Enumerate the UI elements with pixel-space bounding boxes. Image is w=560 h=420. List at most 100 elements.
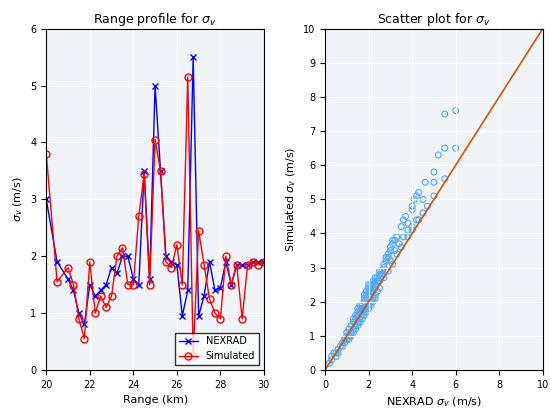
Simulated bbox=[206, 297, 213, 302]
Point bbox=[360, 312, 368, 319]
Point bbox=[364, 285, 373, 291]
Point bbox=[379, 261, 388, 268]
Point bbox=[368, 298, 377, 305]
NEXRAD bbox=[168, 260, 175, 265]
Point bbox=[351, 322, 360, 329]
NEXRAD bbox=[260, 260, 267, 265]
Simulated bbox=[81, 336, 88, 341]
NEXRAD bbox=[217, 285, 224, 290]
Point bbox=[388, 237, 397, 244]
Y-axis label: $\sigma_v$ (m/s): $\sigma_v$ (m/s) bbox=[11, 176, 25, 222]
Point bbox=[371, 295, 380, 302]
Point bbox=[423, 203, 432, 210]
Point bbox=[358, 305, 367, 312]
Y-axis label: Simulated $\sigma_v$ (m/s): Simulated $\sigma_v$ (m/s) bbox=[284, 147, 297, 252]
Simulated bbox=[64, 265, 71, 270]
Point bbox=[440, 145, 449, 152]
Simulated bbox=[136, 214, 142, 219]
Point bbox=[329, 349, 338, 356]
NEXRAD bbox=[54, 260, 60, 265]
Point bbox=[381, 257, 390, 264]
Point bbox=[338, 339, 347, 346]
Title: Range profile for $\sigma_v$: Range profile for $\sigma_v$ bbox=[93, 11, 217, 28]
Point bbox=[397, 244, 406, 250]
Point bbox=[349, 329, 358, 336]
Point bbox=[366, 298, 375, 305]
Point bbox=[388, 240, 397, 247]
Simulated bbox=[157, 168, 164, 173]
Point bbox=[364, 288, 373, 295]
Point bbox=[342, 336, 351, 343]
Simulated bbox=[190, 353, 197, 358]
Simulated bbox=[179, 282, 186, 287]
Point bbox=[360, 291, 368, 298]
Point bbox=[336, 343, 345, 349]
Point bbox=[340, 336, 349, 343]
NEXRAD bbox=[157, 168, 164, 173]
Point bbox=[362, 295, 371, 302]
Point bbox=[371, 275, 380, 281]
Point bbox=[388, 261, 397, 268]
Simulated bbox=[43, 151, 50, 156]
Point bbox=[360, 305, 368, 312]
Simulated bbox=[250, 260, 256, 265]
Point bbox=[344, 326, 353, 332]
Point bbox=[340, 339, 349, 346]
NEXRAD bbox=[212, 288, 218, 293]
NEXRAD bbox=[70, 288, 77, 293]
Point bbox=[347, 333, 356, 339]
Point bbox=[366, 288, 375, 295]
Point bbox=[368, 295, 377, 302]
Point bbox=[364, 302, 373, 309]
Point bbox=[430, 169, 438, 176]
Point bbox=[390, 237, 399, 244]
Point bbox=[384, 251, 393, 257]
Simulated bbox=[200, 262, 207, 267]
Point bbox=[342, 336, 351, 343]
Simulated bbox=[92, 311, 99, 316]
Simulated bbox=[76, 316, 82, 321]
Point bbox=[421, 179, 430, 186]
Legend: NEXRAD, Simulated: NEXRAD, Simulated bbox=[175, 333, 259, 365]
Point bbox=[377, 268, 386, 274]
Point bbox=[375, 278, 384, 285]
Point bbox=[360, 309, 368, 315]
NEXRAD bbox=[114, 271, 120, 276]
Simulated bbox=[152, 137, 158, 142]
Point bbox=[356, 315, 365, 322]
Point bbox=[364, 291, 373, 298]
Point bbox=[356, 309, 365, 315]
Point bbox=[362, 309, 371, 315]
Point bbox=[371, 291, 380, 298]
Point bbox=[386, 244, 395, 250]
Point bbox=[451, 145, 460, 152]
Point bbox=[384, 268, 393, 274]
Point bbox=[403, 227, 412, 234]
Simulated bbox=[244, 262, 251, 267]
NEXRAD bbox=[184, 288, 191, 293]
Point bbox=[386, 247, 395, 254]
Point bbox=[349, 315, 358, 322]
NEXRAD bbox=[174, 262, 180, 267]
Point bbox=[430, 192, 438, 199]
Point bbox=[347, 329, 356, 336]
Point bbox=[342, 329, 351, 336]
Simulated bbox=[222, 254, 229, 259]
Point bbox=[399, 216, 408, 223]
Point bbox=[390, 247, 399, 254]
Point bbox=[356, 319, 365, 326]
Point bbox=[327, 353, 336, 360]
Point bbox=[353, 309, 362, 315]
Point bbox=[386, 257, 395, 264]
Point bbox=[332, 353, 340, 360]
X-axis label: NEXRAD $\sigma_v$ (m/s): NEXRAD $\sigma_v$ (m/s) bbox=[386, 395, 482, 409]
Point bbox=[377, 271, 386, 278]
Simulated bbox=[114, 254, 120, 259]
NEXRAD bbox=[222, 260, 229, 265]
NEXRAD bbox=[228, 282, 235, 287]
Point bbox=[375, 275, 384, 281]
Point bbox=[360, 298, 368, 305]
Point bbox=[366, 281, 375, 288]
Point bbox=[364, 305, 373, 312]
NEXRAD bbox=[136, 282, 142, 287]
